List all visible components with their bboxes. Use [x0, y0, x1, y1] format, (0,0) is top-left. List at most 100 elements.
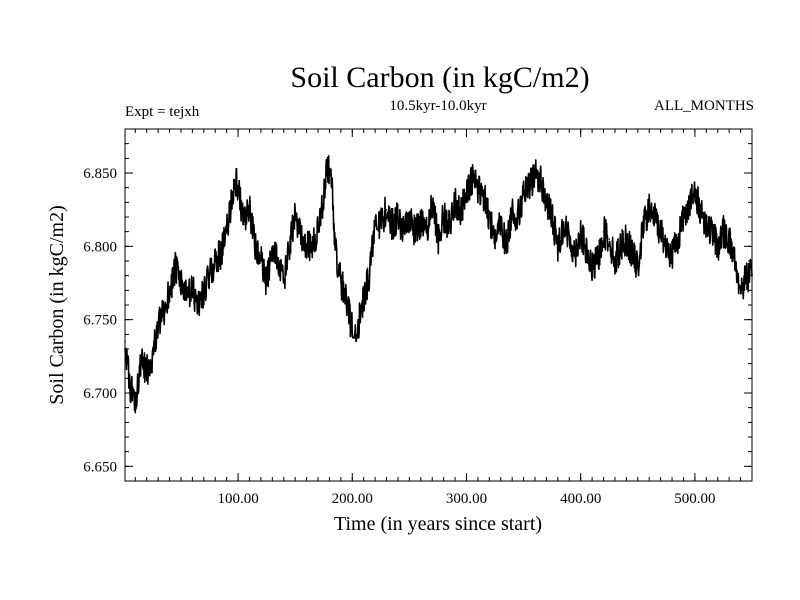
data-point [642, 223, 645, 226]
y-tick-label: 6.800 [83, 239, 117, 255]
data-point [414, 230, 416, 233]
plot-frame [124, 128, 753, 482]
data-point [659, 230, 662, 233]
data-point [739, 289, 742, 292]
data-point [260, 260, 262, 262]
data-point [631, 252, 633, 255]
data-point [716, 245, 719, 248]
data-point [676, 238, 679, 240]
data-point [197, 304, 199, 306]
data-point [545, 201, 548, 204]
data-point [180, 282, 182, 284]
data-point [174, 267, 177, 270]
data-point [665, 245, 668, 248]
data-point [477, 186, 479, 189]
data-point [134, 399, 137, 402]
data-point [682, 216, 685, 218]
data-point [745, 274, 748, 277]
data-point [145, 370, 148, 372]
data-point [326, 164, 328, 167]
data-point [214, 260, 217, 262]
data-point [334, 245, 336, 248]
data-point [311, 245, 314, 248]
data-point [282, 282, 285, 284]
data-point [482, 194, 485, 196]
data-point [163, 311, 165, 314]
data-point [151, 355, 154, 358]
data-point [671, 252, 673, 255]
data-point [454, 201, 456, 204]
x-tick-label: 500.00 [674, 491, 715, 507]
soil-carbon-series-line [124, 155, 753, 414]
data-point [353, 333, 356, 336]
data-point [699, 208, 702, 211]
data-point [602, 230, 605, 233]
chart-subtitle: 10.5kyr-10.0kyr [389, 98, 486, 114]
data-point [168, 289, 171, 292]
data-point [191, 289, 194, 292]
data-point [499, 223, 502, 226]
data-point [380, 223, 382, 226]
data-point [539, 179, 542, 182]
months-label: ALL_MONTHS [654, 98, 754, 114]
x-axis-label: Time (in years since start) [334, 513, 542, 535]
x-tick-label: 200.00 [332, 491, 373, 507]
data-point [522, 194, 525, 196]
data-point [711, 230, 713, 233]
data-point [459, 208, 462, 211]
data-point [234, 179, 237, 182]
data-point [608, 238, 611, 240]
data-point [619, 245, 622, 248]
data-point [254, 245, 256, 248]
y-tick-label: 6.650 [83, 459, 117, 475]
data-point [734, 260, 736, 262]
x-minor-ticks [134, 129, 753, 481]
data-point [420, 223, 422, 226]
data-point [448, 223, 451, 226]
experiment-label: Expt = tejxh [125, 104, 200, 120]
data-point [705, 223, 708, 226]
data-point [471, 179, 473, 182]
data-point [374, 216, 376, 218]
data-point [300, 230, 302, 233]
data-point [505, 245, 508, 248]
data-point [562, 223, 565, 226]
data-point [694, 194, 696, 196]
data-point [208, 274, 211, 277]
data-point [357, 326, 359, 328]
data-point [728, 238, 730, 240]
data-point [391, 223, 394, 226]
data-point [425, 230, 428, 233]
data-point [397, 216, 399, 218]
data-point [277, 260, 279, 262]
data-point [362, 296, 365, 299]
data-point [511, 208, 513, 211]
data-point [128, 384, 131, 387]
data-point [340, 282, 342, 284]
data-point [722, 230, 725, 233]
data-point [551, 216, 553, 218]
data-point [265, 282, 268, 284]
data-point [517, 216, 519, 218]
data-point [349, 318, 351, 321]
data-point [220, 252, 222, 255]
data-point [574, 252, 576, 255]
data-point [185, 296, 188, 299]
data-point [408, 216, 411, 218]
data-point [437, 238, 439, 240]
data-point [225, 230, 228, 233]
data-point [203, 289, 205, 292]
data-point [442, 216, 445, 218]
x-tick-label: 300.00 [446, 491, 487, 507]
data-point [465, 194, 468, 196]
data-point [157, 326, 159, 328]
data-point [688, 201, 690, 204]
tick-layer: 100.00 200.00 300.00 400.00 500.00 6.650 6.700… [83, 128, 753, 507]
data-point [288, 245, 291, 248]
data-point [140, 362, 142, 365]
data-point [625, 238, 628, 240]
data-point [322, 194, 325, 196]
plot-line-layer [124, 155, 753, 414]
data-point [305, 245, 308, 248]
